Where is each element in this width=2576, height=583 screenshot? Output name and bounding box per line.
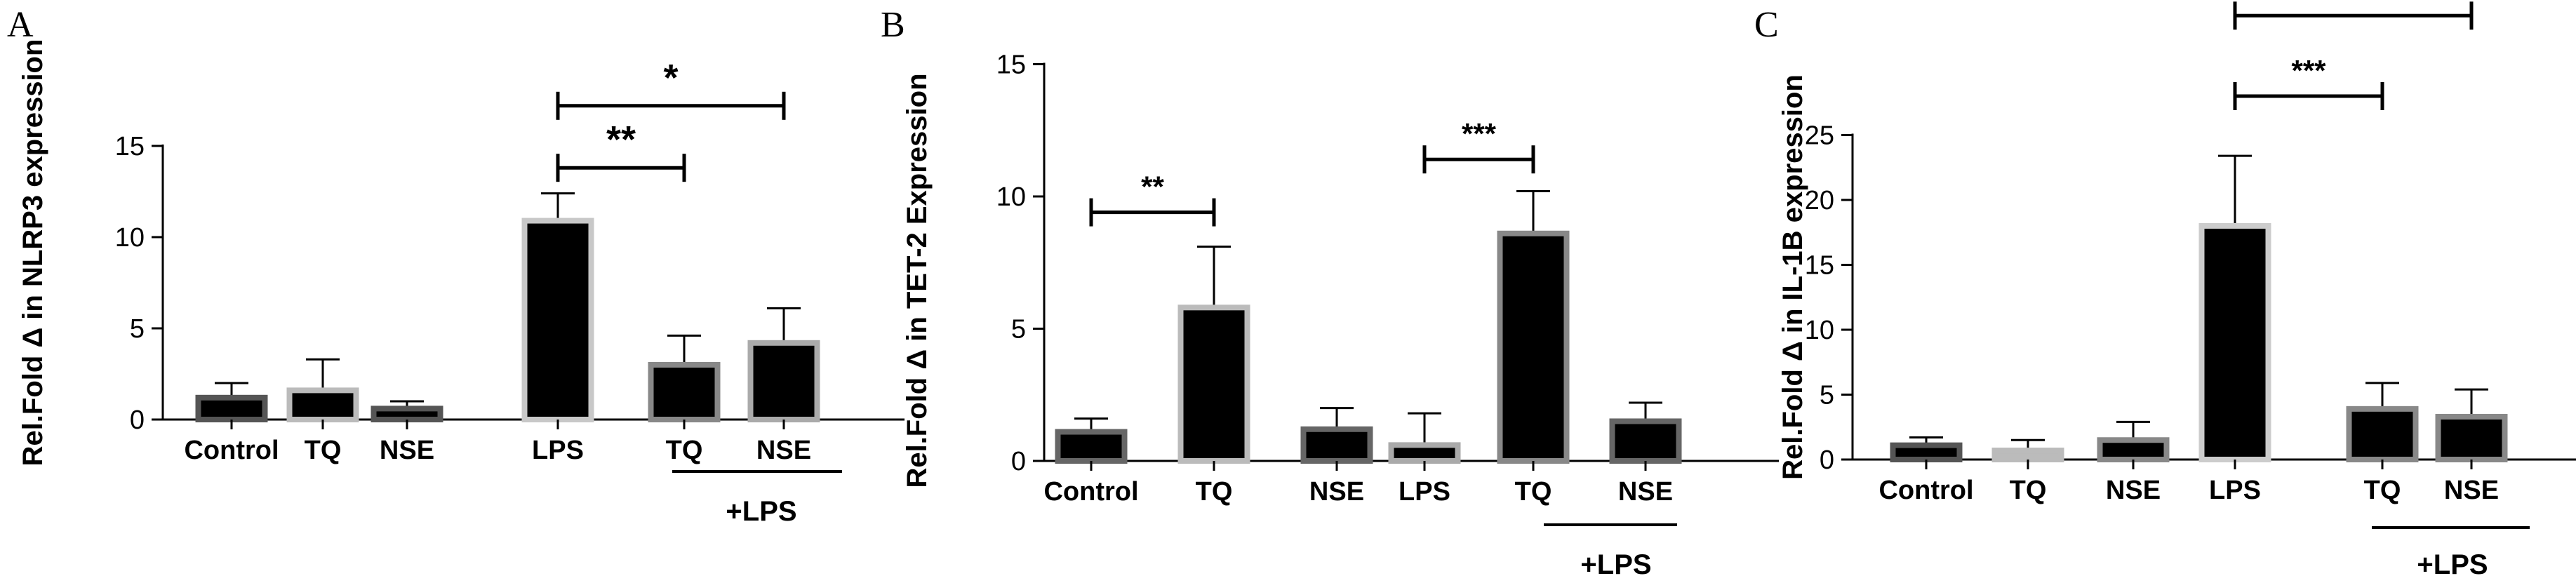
y-tick-label: 5 [130,314,145,344]
y-tick-label: 10 [996,182,1026,212]
x-tick-label: LPS [1399,477,1450,507]
significance-label: *** [2291,54,2326,87]
y-tick-label: 5 [1011,315,1026,344]
bar [1388,442,1461,464]
panel-letter: C [1754,5,1779,45]
y-tick-label: 5 [1820,381,1834,410]
bar [2198,223,2271,462]
y-tick-label: 0 [1820,445,1834,475]
x-tick-label: NSE [1618,477,1673,507]
bar [1497,230,1570,464]
x-tick-label: LPS [532,436,584,465]
group-label: +LPS [726,496,796,527]
x-tick-label: NSE [756,436,811,465]
panel-C: C Rel.Fold Δ in IL-1B expression 0 5 10 15 20 2… [1754,0,2576,580]
group-label: +LPS [2417,549,2488,580]
x-tick-label: Control [1043,477,1138,507]
y-tick-label: 15 [996,51,1026,80]
panel-letter: B [881,5,905,45]
y-tick-label: 0 [1011,447,1026,476]
x-tick-label: NSE [380,436,434,465]
x-tick-label: TQ [2010,476,2047,505]
bar [521,217,594,422]
significance-label: *** [2336,0,2371,6]
bar [286,387,359,423]
x-tick-label: LPS [2209,476,2261,505]
x-tick-label: TQ [2364,476,2401,505]
y-tick-label: 10 [1805,316,1834,345]
bar [1300,426,1373,464]
bar [648,362,721,422]
panel-letter: A [7,5,34,45]
y-axis-label: Rel.Fold Δ in IL-1B expression [1777,74,1808,480]
significance-label: *** [1462,117,1497,150]
panel-B: B Rel.Fold Δ in TET-2 Expression 0 5 10 15 Con… [881,5,1779,580]
y-axis-label: Rel.Fold Δ in NLRP3 expression [18,39,48,467]
x-tick-label: TQ [305,436,342,465]
y-tick-label: 20 [1805,186,1834,215]
y-axis-label: Rel.Fold Δ in TET-2 Expression [902,73,933,488]
bar [2097,437,2170,462]
bar [1055,429,1128,464]
x-tick-label: TQ [666,436,703,465]
x-tick-label: TQ [1515,477,1552,507]
y-tick-label: 10 [115,223,145,253]
significance-label: ** [1141,170,1164,203]
x-tick-label: Control [1878,476,1973,505]
bar [1609,418,1682,464]
x-tick-label: NSE [2106,476,2161,505]
significance-label: * [663,57,678,99]
y-tick-label: 25 [1805,121,1834,151]
x-tick-label: TQ [1196,477,1233,507]
y-tick-label: 0 [130,406,145,435]
bar [1991,448,2064,462]
y-tick-label: 15 [1805,251,1834,281]
bar [1177,304,1250,464]
bar [195,394,268,422]
y-tick-label: 15 [115,132,145,161]
bar [1890,442,1963,463]
bar [2346,406,2419,462]
group-label: +LPS [1580,549,1651,580]
significance-label: ** [606,119,636,161]
x-tick-label: Control [184,436,279,465]
x-tick-label: NSE [2444,476,2499,505]
bar [747,340,820,422]
x-tick-label: NSE [1309,477,1364,507]
bar [2435,413,2508,463]
bar [371,406,443,423]
